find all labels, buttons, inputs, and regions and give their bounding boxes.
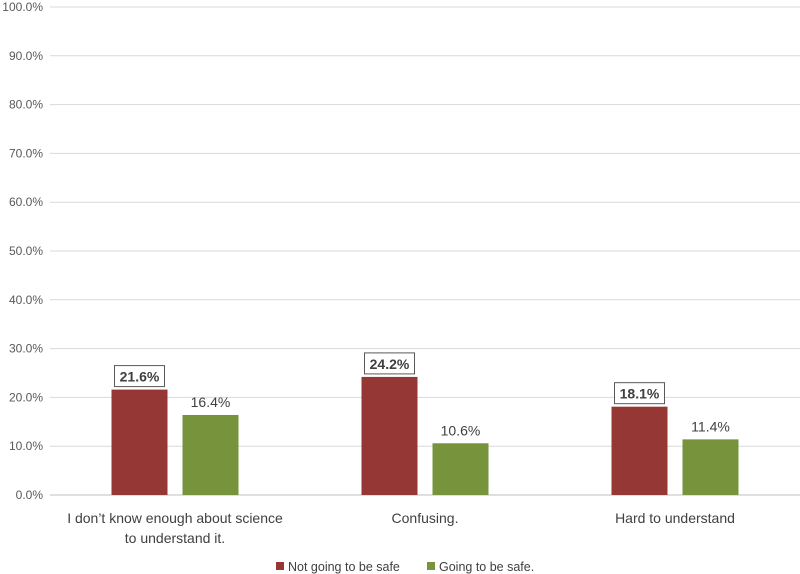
x-tick-label: Confusing.	[392, 510, 459, 526]
y-tick-label: 80.0%	[9, 98, 43, 112]
legend-label: Going to be safe.	[439, 560, 534, 574]
bar-not-safe	[611, 406, 668, 495]
bars	[111, 376, 739, 495]
bar-safe	[182, 414, 239, 495]
x-axis: I don’t know enough about science to unde…	[67, 510, 735, 546]
data-label: 10.6%	[441, 422, 481, 438]
bar-not-safe	[111, 389, 168, 495]
x-tick-label: I don’t know enough about science	[67, 510, 283, 526]
x-tick-label: to understand it.	[125, 530, 225, 546]
y-axis: 0.0% 10.0% 20.0% 30.0% 40.0% 50.0% 60.0% 70.0% 8…	[2, 0, 43, 502]
y-tick-label: 90.0%	[9, 49, 43, 63]
data-label: 21.6%	[120, 369, 160, 385]
data-label-box	[364, 352, 415, 375]
data-label: 18.1%	[620, 386, 660, 402]
legend: Not going to be safe Going to be safe.	[276, 560, 534, 574]
data-label: 11.4%	[691, 418, 730, 434]
gridlines	[50, 6, 800, 496]
y-tick-label: 100.0%	[2, 0, 43, 14]
y-tick-label: 0.0%	[16, 488, 44, 502]
y-tick-label: 60.0%	[9, 195, 43, 209]
y-tick-label: 50.0%	[9, 244, 43, 258]
data-label-box	[614, 382, 665, 405]
y-tick-label: 30.0%	[9, 342, 43, 356]
legend-swatch	[427, 562, 435, 570]
data-label: 24.2%	[370, 356, 410, 372]
y-tick-label: 70.0%	[9, 146, 43, 160]
x-tick-label: Hard to understand	[615, 510, 735, 526]
y-tick-label: 20.0%	[9, 390, 43, 404]
bar-safe	[682, 439, 739, 495]
data-labels: 21.6% 16.4% 24.2% 10.6% 18.1% 11.4%	[114, 352, 730, 438]
legend-swatch	[276, 562, 284, 570]
bar-safe	[432, 443, 489, 495]
bar-not-safe	[361, 376, 418, 495]
y-tick-label: 40.0%	[9, 293, 43, 307]
legend-label: Not going to be safe	[288, 560, 400, 574]
data-label: 16.4%	[191, 394, 231, 410]
data-label-box	[114, 365, 165, 388]
y-tick-label: 10.0%	[9, 439, 43, 453]
